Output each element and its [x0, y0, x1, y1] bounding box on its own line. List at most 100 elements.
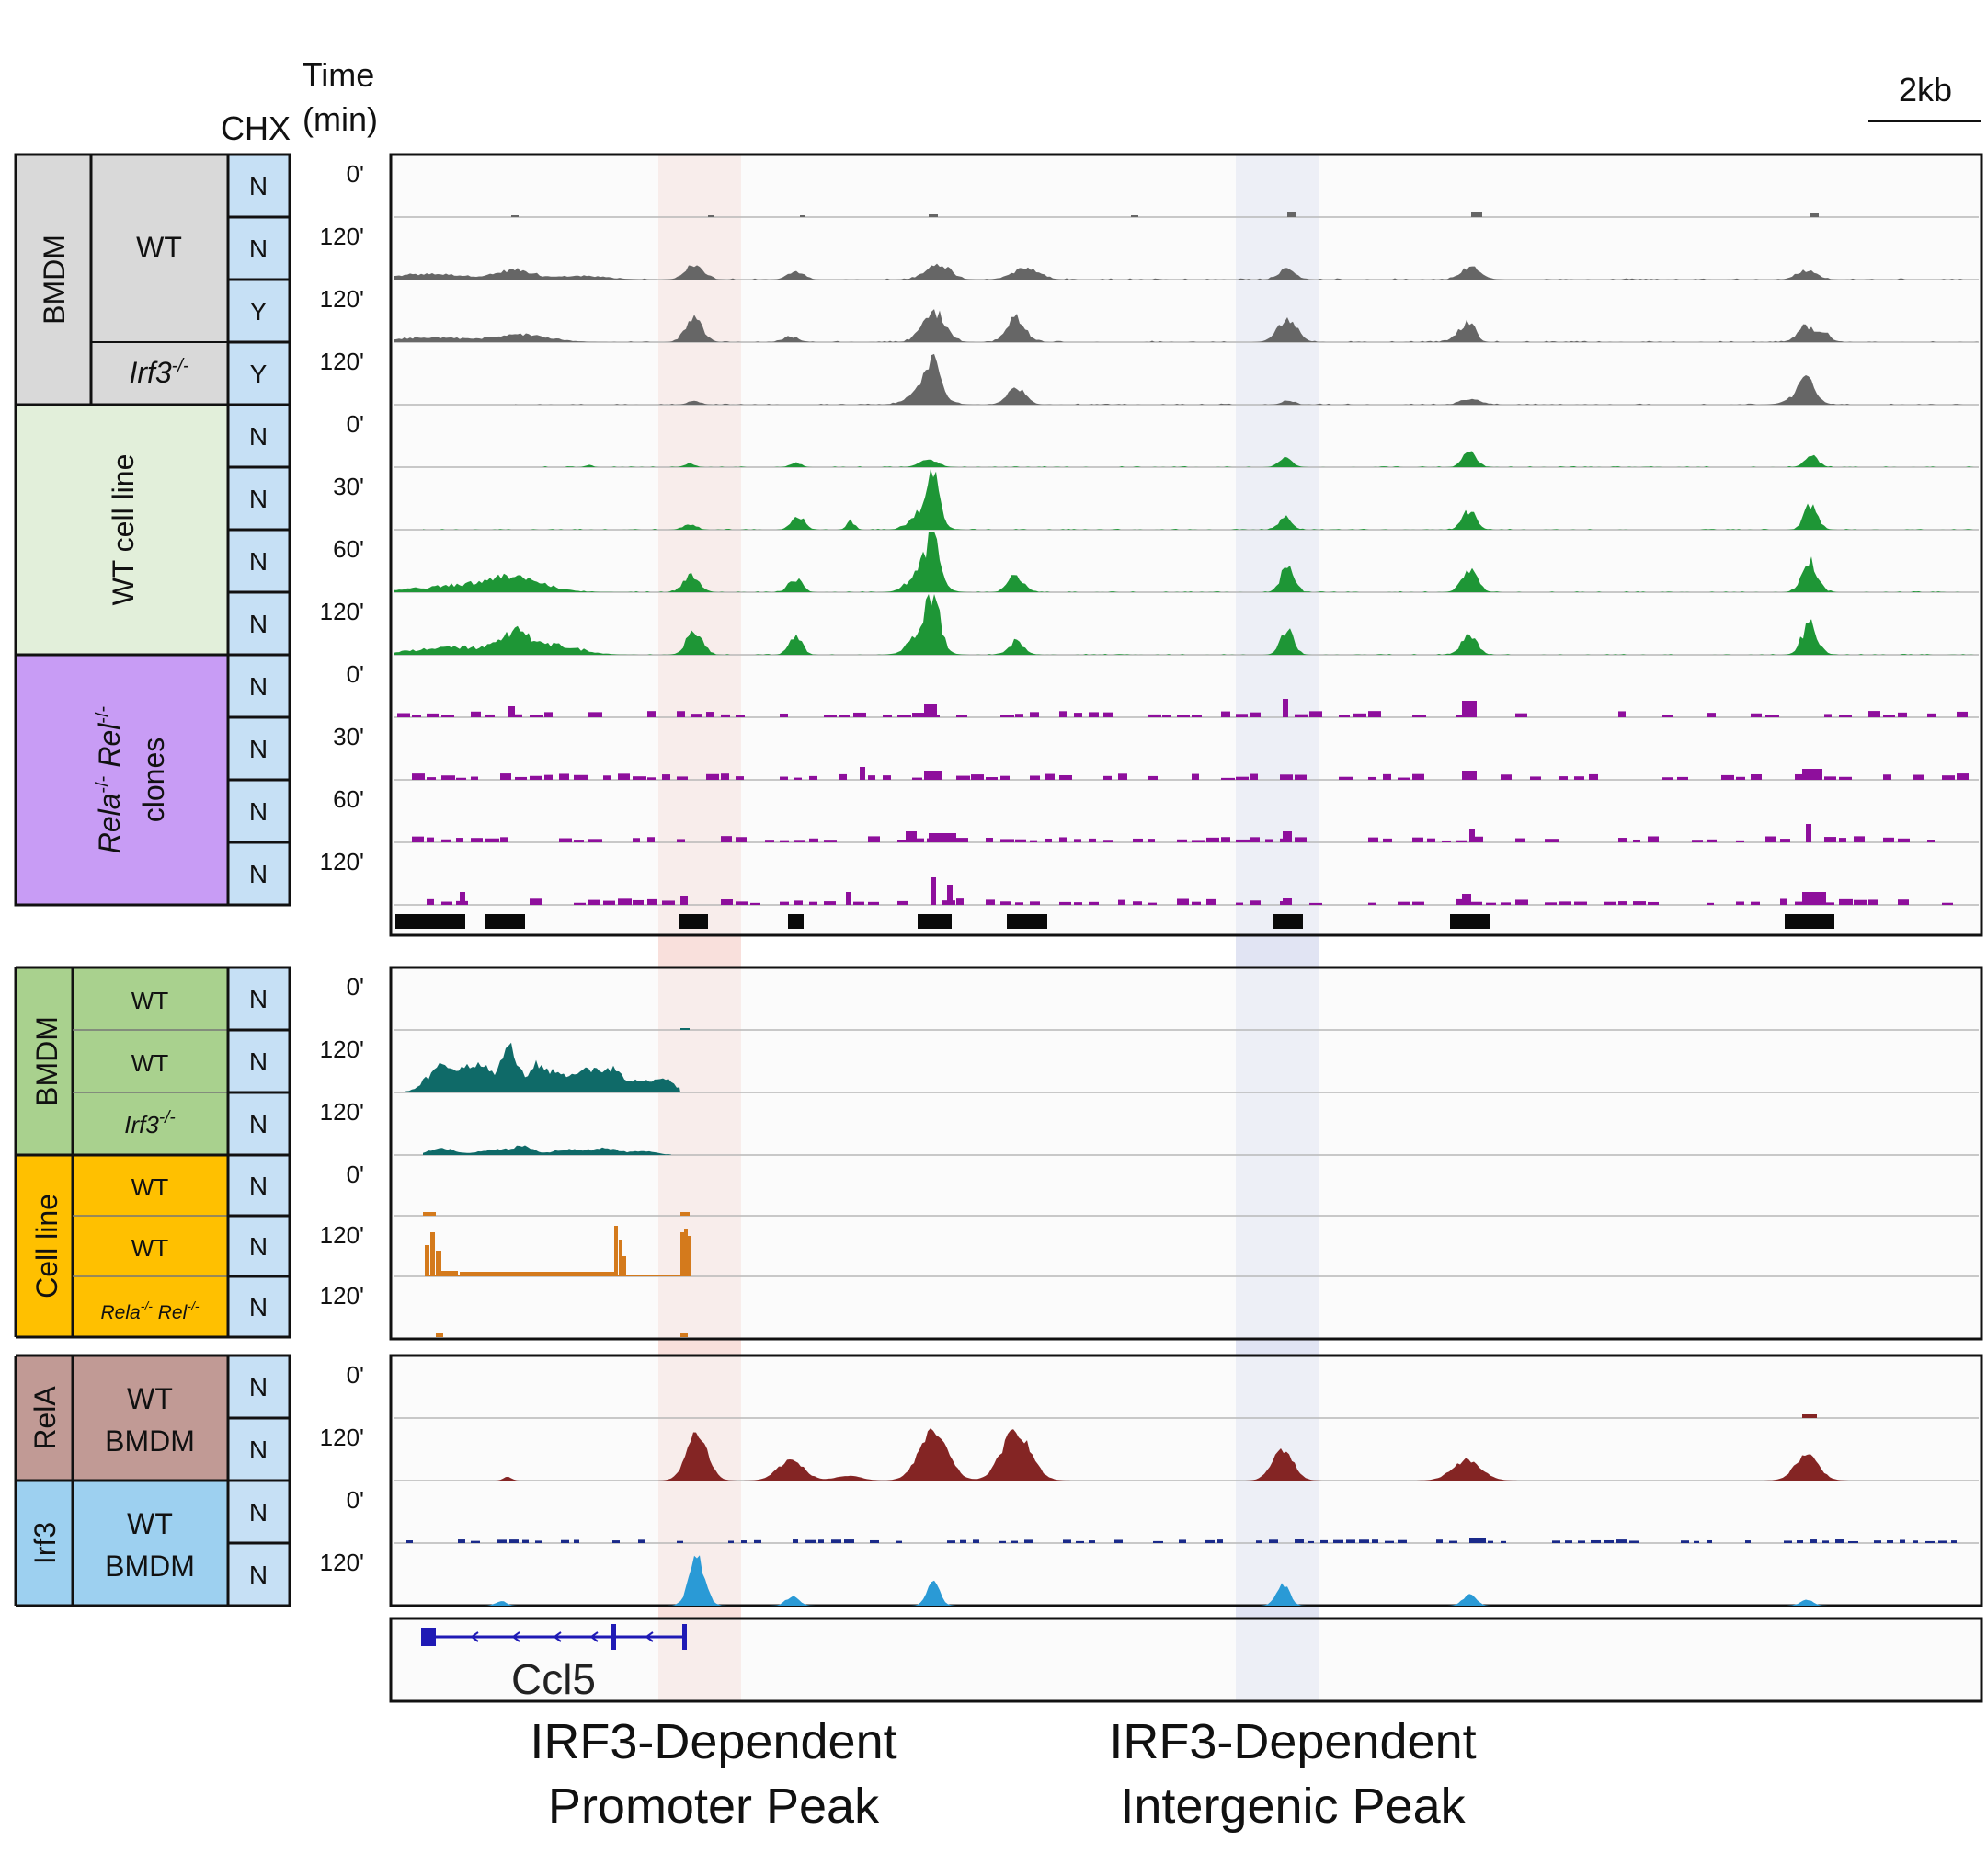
signal-fragment — [1957, 773, 1969, 780]
signal-fragment — [1824, 714, 1832, 717]
signal-fragment — [1372, 1539, 1378, 1543]
signal-fragment — [728, 1540, 734, 1543]
signal-fragment — [1951, 1540, 1957, 1543]
signal-fragment — [1368, 837, 1378, 842]
signal-fragment — [574, 774, 588, 780]
signal-fragment — [824, 901, 836, 905]
peak-call-bar — [485, 914, 525, 929]
chx-cell — [226, 1028, 291, 1094]
signal-fragment — [1795, 901, 1805, 905]
signal-fragment — [1063, 1539, 1071, 1543]
signal-fragment — [1089, 901, 1099, 905]
signal-fragment — [1462, 701, 1477, 717]
ccl5-gene-model: Ccl5 — [421, 1624, 687, 1703]
coverage-track — [395, 1042, 680, 1092]
signal-fragment — [1295, 774, 1307, 780]
chx-cell — [226, 340, 291, 406]
promoter-peak-label-line2: Promoter Peak — [548, 1779, 880, 1834]
signal-fragment — [1250, 712, 1261, 717]
signal-fragment — [603, 900, 615, 905]
signal-fragment — [1309, 711, 1322, 717]
signal-fragment — [750, 902, 760, 905]
signal-fragment — [1616, 1539, 1627, 1543]
signal-fragment — [588, 899, 600, 905]
signal-fragment — [614, 1226, 618, 1276]
panel3-rela-sub1: WT — [127, 1382, 173, 1415]
signal-fragment — [1162, 715, 1171, 717]
signal-fragment — [1874, 1540, 1881, 1543]
signal-fragment — [1024, 1539, 1033, 1543]
signal-fragment — [960, 1539, 966, 1543]
signal-fragment — [868, 836, 880, 842]
signal-fragment — [1633, 839, 1640, 842]
signal-fragment — [1368, 776, 1376, 780]
signal-fragment — [662, 774, 670, 780]
time-label: 60' — [333, 535, 364, 563]
signal-fragment — [1559, 901, 1571, 905]
signal-fragment — [412, 836, 424, 842]
time-label: 120' — [320, 848, 364, 875]
signal-fragment — [956, 775, 970, 780]
signal-fragment — [1221, 837, 1230, 842]
signal-fragment — [931, 877, 936, 905]
signal-fragment — [706, 773, 719, 780]
signal-fragment — [1839, 898, 1853, 905]
signal-fragment — [1206, 898, 1216, 905]
signal-fragment — [1938, 1540, 1947, 1543]
signal-fragment — [1501, 1540, 1506, 1543]
signal-fragment — [868, 901, 879, 905]
signal-fragment — [800, 215, 805, 217]
signal-fragment — [552, 1272, 616, 1276]
signal-fragment — [688, 1236, 691, 1276]
signal-fragment — [794, 840, 805, 842]
signal-fragment — [1802, 1414, 1817, 1418]
panel3-irf3-sub2: BMDM — [105, 1550, 195, 1583]
panel2-genotype-row1: WT — [131, 987, 169, 1014]
signal-fragment — [1488, 1540, 1493, 1543]
signal-fragment — [1648, 836, 1659, 842]
signal-fragment — [1578, 1540, 1585, 1543]
signal-fragment — [896, 1540, 902, 1543]
signal-fragment — [500, 773, 511, 780]
chx-cell — [226, 153, 291, 219]
signal-fragment — [846, 892, 851, 905]
signal-fragment — [1618, 838, 1627, 842]
signal-fragment — [1015, 714, 1023, 717]
signal-fragment — [794, 777, 802, 780]
signal-fragment — [535, 1540, 542, 1543]
signal-fragment — [1103, 840, 1113, 842]
signal-fragment — [1412, 715, 1426, 717]
signal-fragment — [1059, 774, 1072, 780]
signal-fragment — [1868, 711, 1880, 717]
chx-value: N — [249, 1561, 268, 1589]
coverage-track — [395, 1428, 1977, 1481]
chx-cell — [226, 1541, 291, 1607]
signal-fragment — [544, 712, 553, 717]
signal-fragment — [1822, 1540, 1829, 1543]
signal-fragment — [680, 896, 688, 905]
signal-fragment — [912, 838, 924, 842]
signal-fragment — [1677, 776, 1688, 780]
signal-fragment — [1346, 1539, 1355, 1543]
signal-fragment — [1515, 713, 1527, 717]
chx-value: N — [249, 422, 268, 451]
time-label: 0' — [347, 660, 364, 688]
signal-fragment — [456, 777, 466, 780]
signal-fragment — [708, 215, 714, 217]
signal-fragment — [754, 1539, 761, 1543]
signal-fragment — [860, 767, 865, 780]
signal-fragment — [544, 774, 553, 780]
signal-fragment — [956, 898, 964, 905]
signal-fragment — [1000, 901, 1011, 905]
signal-fragment — [897, 900, 908, 905]
time-label: 0' — [347, 1486, 364, 1514]
intergenic-peak-label-line1: IRF3-Dependent — [1109, 1714, 1476, 1769]
panel2-genotype-row2: WT — [131, 1049, 169, 1077]
chx-value: Y — [250, 297, 268, 326]
signal-fragment — [588, 839, 602, 842]
signal-fragment — [1707, 713, 1716, 717]
signal-fragment — [1736, 840, 1744, 842]
signal-fragment — [456, 838, 463, 842]
signal-fragment — [1000, 775, 1010, 780]
signal-fragment — [839, 773, 847, 780]
